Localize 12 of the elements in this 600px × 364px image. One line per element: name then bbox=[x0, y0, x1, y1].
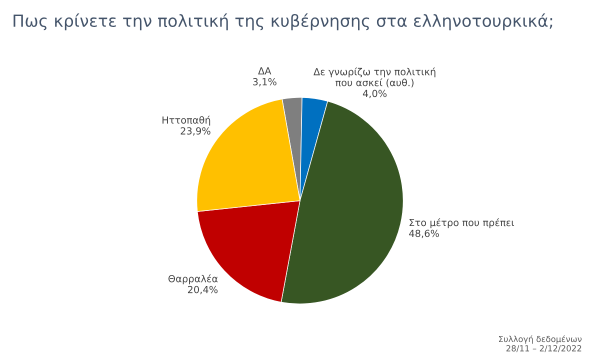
chart-title: Πως κρίνετε την πολιτική της κυβέρνησης στα ελληνοτουρκικά; bbox=[14, 13, 552, 30]
data-label: 20,4% bbox=[188, 286, 218, 294]
data-label: 4,0% bbox=[362, 90, 387, 98]
slice-label: ΔΑ bbox=[258, 67, 272, 74]
data-label: 48,6% bbox=[409, 230, 439, 238]
data-label: 3,1% bbox=[253, 78, 276, 86]
slice-label: Θαρραλέα bbox=[168, 274, 218, 284]
slice-label: Ηττοπαθή bbox=[162, 116, 210, 126]
data-label: 23,9% bbox=[180, 127, 210, 136]
slice-label: Στο μέτρο που πρέπει bbox=[410, 218, 514, 228]
slice-label: Δε γνωρίζω την πολιτική που ασκεί (αυθ.) bbox=[314, 67, 436, 88]
text: Συλλογή δεδομένων 28/11 – 2/12/2022 bbox=[499, 335, 582, 352]
